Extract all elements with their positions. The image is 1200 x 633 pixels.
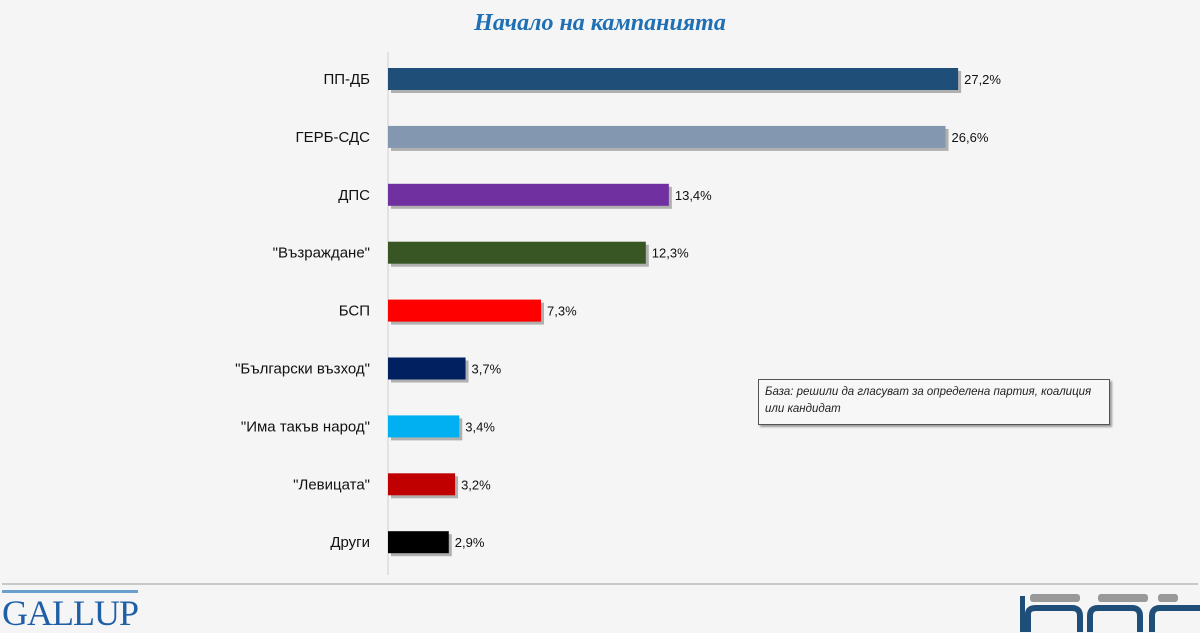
category-label: ДПС (338, 187, 370, 204)
data-label: 12,3% (652, 246, 689, 261)
data-label: 3,4% (465, 419, 495, 434)
bar (388, 241, 646, 264)
bar (388, 473, 456, 496)
category-label: "Възраждане" (273, 245, 370, 262)
footer-divider (2, 583, 1198, 585)
data-label: 7,3% (547, 304, 577, 319)
bar (388, 357, 466, 380)
data-label: 3,7% (472, 362, 502, 377)
bar (388, 531, 449, 554)
data-label: 26,6% (952, 130, 989, 145)
category-label: ГЕРБ-СДС (296, 129, 371, 146)
bnr-logo (1020, 594, 1200, 632)
bar (388, 68, 959, 90)
category-label: "Левицата" (293, 476, 370, 493)
data-label: 3,2% (461, 477, 491, 492)
bar (388, 183, 669, 206)
category-label: "Български възход" (235, 361, 370, 378)
bar (388, 415, 460, 438)
chart-subtitle: Начало на кампанията (474, 10, 726, 36)
data-label: 2,9% (455, 535, 485, 550)
gallup-logo: GALLUP (2, 590, 139, 633)
bar (388, 299, 542, 322)
category-label: БСП (339, 303, 370, 320)
category-label: ПП-ДБ (323, 71, 370, 88)
data-label: 27,2% (964, 72, 1001, 87)
category-label: Други (330, 534, 370, 551)
bar (388, 125, 946, 148)
category-label: "Има такъв народ" (241, 418, 370, 435)
base-note: База: решили да гласуват за определена п… (758, 379, 1110, 425)
data-label: 13,4% (675, 188, 712, 203)
